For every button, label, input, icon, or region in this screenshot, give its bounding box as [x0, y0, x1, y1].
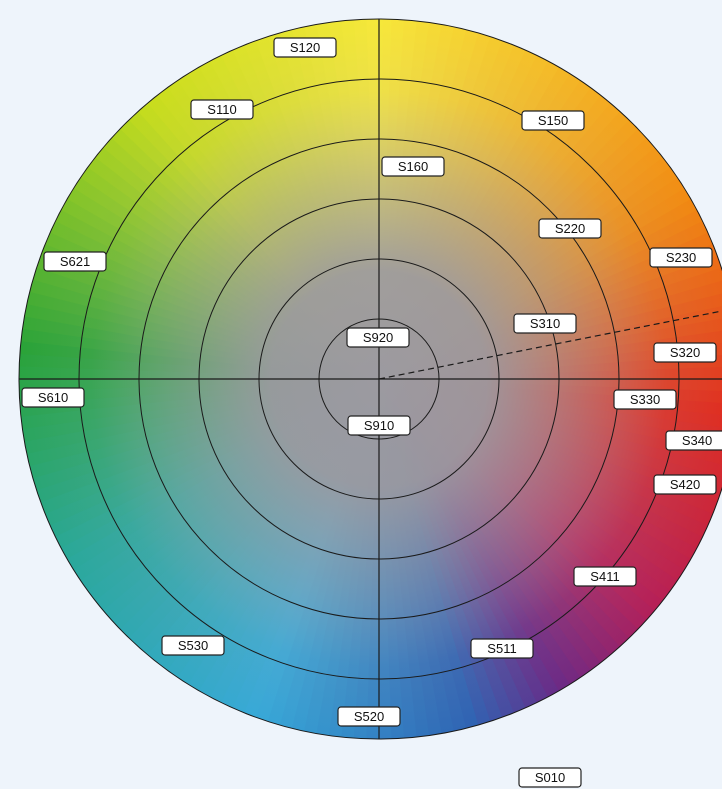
label-s920: S920 [346, 327, 410, 348]
label-s160: S160 [381, 156, 445, 177]
svg-text:S411: S411 [590, 569, 619, 584]
label-s511: S511 [470, 638, 534, 659]
label-s340: S340 [665, 430, 722, 451]
svg-text:S520: S520 [354, 709, 384, 724]
svg-text:S530: S530 [178, 638, 208, 653]
svg-text:S220: S220 [555, 221, 585, 236]
svg-text:S120: S120 [290, 40, 320, 55]
sample-labels: S120 S110 S150 S160 S220 S230 [21, 37, 722, 788]
label-s150: S150 [521, 110, 585, 131]
svg-text:S320: S320 [670, 345, 700, 360]
label-s520: S520 [337, 706, 401, 727]
svg-text:S610: S610 [38, 390, 68, 405]
label-s110: S110 [190, 99, 254, 120]
svg-text:S110: S110 [207, 102, 236, 117]
label-s330: S330 [613, 389, 677, 410]
label-s230: S230 [649, 247, 713, 268]
svg-text:S010: S010 [535, 770, 565, 785]
svg-text:S511: S511 [487, 641, 516, 656]
label-s910: S910 [347, 415, 411, 436]
svg-text:S310: S310 [530, 316, 560, 331]
label-s310: S310 [513, 313, 577, 334]
svg-text:S230: S230 [666, 250, 696, 265]
label-s120: S120 [273, 37, 337, 58]
svg-text:S330: S330 [630, 392, 660, 407]
label-s420: S420 [653, 474, 717, 495]
dashed-hue-line [378, 310, 722, 380]
svg-text:S160: S160 [398, 159, 428, 174]
label-s610: S610 [21, 387, 85, 408]
svg-text:S920: S920 [363, 330, 393, 345]
label-s010: S010 [518, 767, 582, 788]
label-s621: S621 [43, 251, 107, 272]
svg-text:S420: S420 [670, 477, 700, 492]
label-s320: S320 [653, 342, 717, 363]
svg-text:S340: S340 [682, 433, 712, 448]
svg-text:S150: S150 [538, 113, 568, 128]
label-s220: S220 [538, 218, 602, 239]
svg-text:S910: S910 [364, 418, 394, 433]
svg-text:S621: S621 [60, 254, 90, 269]
label-s530: S530 [161, 635, 225, 656]
label-s411: S411 [573, 566, 637, 587]
